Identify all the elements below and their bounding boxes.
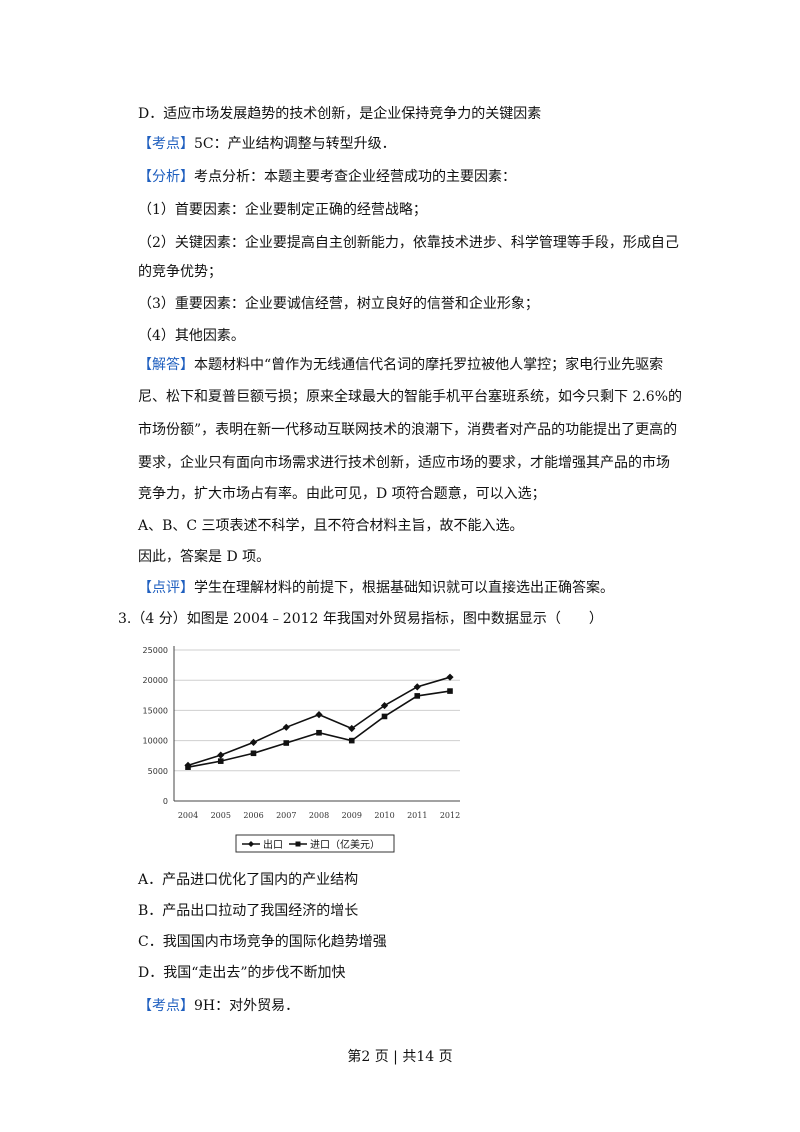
jieda-line-a: 【解答】本题材料中“曾作为无线通信代名词的摩托罗拉被他人掌控；家电行业先驱索 [138,355,663,375]
option-d: D．我国“走出去”的步伐不断加快 [138,965,346,981]
jieda-line-e: 竞争力，扩大市场占有率。由此可见，D 项符合题意，可以入选； [138,486,546,502]
y-tick-label: 20000 [143,676,168,685]
jieda-tag: 【解答】 [138,357,194,373]
x-tick-label: 2006 [243,811,263,820]
factor-2b: 的竞争优势； [138,264,222,280]
data-point [446,673,454,681]
y-tick-label: 10000 [143,737,168,746]
abc-line: A、B、C 三项表述不科学，且不符合材料主旨，故不能入选。 [138,518,524,534]
kaodian-text: 9H：对外贸易． [194,998,300,1014]
data-point [217,758,224,764]
data-point [348,737,355,744]
fenxi-line: 【分析】考点分析：本题主要考查企业经营成功的主要因素： [138,167,516,187]
jieda-text-a: 本题材料中“曾作为无线通信代名词的摩托罗拉被他人掌控；家电行业先驱索 [194,357,664,373]
factor-4: （4）其他因素。 [138,328,245,344]
y-tick-label: 25000 [143,646,168,655]
dianping-tag: 【点评】 [138,580,194,596]
x-tick-label: 2007 [276,811,296,820]
jieda-line-b: 尼、松下和夏普巨额亏损；原来全球最大的智能手机平台塞班系统，如今只剩下 2.6%… [138,389,683,405]
trade-chart: 0 5000 10000 15000 20000 25000 2004 2005 2006 200… [118,638,478,860]
data-point [249,738,258,747]
factor-1: （1）首要因素：企业要制定正确的经营战略； [138,202,427,218]
factor-3: （3）重要因素：企业要诚信经营，树立良好的信誉和企业形象； [138,296,539,312]
option-b: B．产品出口拉动了我国经济的增长 [138,903,359,919]
data-point [447,688,453,694]
data-point [380,701,389,710]
x-tick-label: 2011 [407,811,427,820]
dianping-line: 【点评】学生在理解材料的前提下，根据基础知识就可以直接选出正确答案。 [138,578,614,598]
data-point [413,683,421,691]
data-point [414,693,421,699]
data-point [282,723,290,731]
data-point [283,740,290,746]
page-footer: 第2 页 | 共14 页 [347,1049,453,1065]
trade-line-chart: 0 5000 10000 15000 20000 25000 2004 2005 2006 200… [143,646,460,853]
factor-2a: （2）关键因素：企业要提高自主创新能力，依靠技术进步、科学管理等手段，形成自己 [138,235,679,251]
series-line-1 [187,676,451,767]
series-line-2 [187,690,451,768]
data-point [348,724,356,733]
option-a: A．产品进口优化了国内的产业结构 [138,872,359,888]
legend-marker [248,841,254,847]
fenxi-text: 考点分析：本题主要考查企业经营成功的主要因素： [194,169,516,185]
data-point [217,751,225,759]
kaodian-text: 5C：产业结构调整与转型升级． [194,136,396,152]
y-tick-label: 5000 [148,767,168,776]
legend-box [235,834,395,853]
x-tick-label: 2004 [178,811,198,820]
x-tick-label: 2012 [440,811,460,820]
option-d-previous: D．适应市场发展趋势的技术创新，是企业保持竞争力的关键因素 [138,106,542,122]
option-c: C．我国国内市场竞争的国际化趋势增强 [138,934,387,950]
y-tick-label: 15000 [143,706,168,715]
x-tick-label: 2008 [309,811,329,820]
legend-marker [295,841,301,847]
fenxi-tag: 【分析】 [138,169,194,185]
legend-label: 进口（亿美元） [310,838,380,851]
x-tick-label: 2010 [374,811,394,820]
data-point [316,729,322,736]
legend-label: 出口 [263,838,283,851]
x-tick-label: 2009 [342,811,362,820]
data-point [250,750,257,757]
y-tick-label: 0 [163,797,168,806]
kaodian-line-1: 【考点】5C：产业结构调整与转型升级． [138,134,396,154]
kaodian-tag: 【考点】 [138,136,194,152]
question-3: 3.（4 分）如图是 2004﹣2012 年我国对外贸易指标，图中数据显示（ ） [118,611,603,627]
x-tick-label: 2005 [211,811,231,820]
data-point [315,711,323,719]
kaodian-tag: 【考点】 [138,998,194,1014]
data-point [381,713,388,720]
jieda-line-c: 市场份额”，表明在新一代移动互联网技术的浪潮下，消费者对产品的功能提出了更高的 [138,422,678,438]
jieda-line-d: 要求，企业只有面向市场需求进行技术创新，适应市场的要求，才能增强其产品的市场 [138,455,670,471]
dianping-text: 学生在理解材料的前提下，根据基础知识就可以直接选出正确答案。 [194,580,614,596]
conclusion-line: 因此，答案是 D 项。 [138,549,271,565]
data-point [185,764,191,770]
kaodian-line-2: 【考点】9H：对外贸易． [138,996,299,1016]
